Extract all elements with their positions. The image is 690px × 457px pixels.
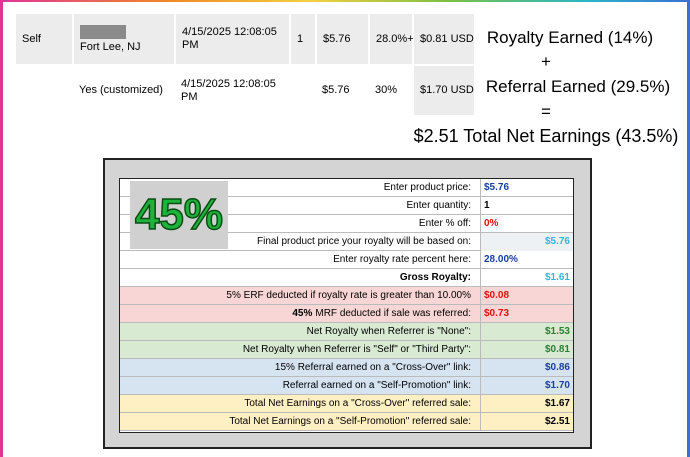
row-value: $5.76 [480, 233, 573, 251]
row-label-text: Net Royalty when Referrer is "None": [306, 326, 471, 337]
table-cell: $0.81 USD [413, 13, 475, 65]
row-label-text: Enter quantity: [406, 200, 471, 211]
row-label-text: Final product price your royalty will be… [257, 236, 471, 247]
cell-text: $0.81 USD [420, 32, 474, 45]
row-value: $0.86 [480, 359, 573, 377]
cell-text: $5.76 [323, 32, 351, 45]
summary-total: $2.51 Total Net Earnings (43.5%) [413, 126, 679, 146]
calculator: 45% Enter product price: $5.76 Enter quant… [119, 178, 574, 433]
row-value: $0.08 [480, 287, 573, 305]
cell-text: 1 [297, 32, 304, 45]
calc-row: Net Royalty when Referrer is "Self" or "… [120, 341, 573, 359]
calc-row: Total Net Earnings on a "Cross-Over" ref… [120, 395, 573, 413]
row-label-text: Referral earned on a "Self-Promotion" li… [282, 380, 471, 391]
table-cell: 1 [290, 13, 316, 65]
table-cell: 30% [369, 65, 413, 116]
table-cell: 4/15/2025 12:08:05 PM [175, 65, 290, 116]
calculator-frame: 45% Enter product price: $5.76 Enter quant… [103, 158, 592, 449]
row-label: 45% MRF deducted if sale was referred: [292, 305, 471, 323]
row-value: 0% [480, 215, 573, 233]
row-label-text: Net Royalty when Referrer is "Self" or "… [242, 344, 471, 355]
calc-row: Gross Royalty: $1.61 [120, 269, 573, 287]
cell-text: $1.70 USD [420, 84, 474, 96]
row-value: $2.51 [480, 413, 573, 431]
calc-row: Net Royalty when Referrer is "None": $1.5… [120, 323, 573, 341]
calc-row: Referral earned on a "Self-Promotion" li… [120, 377, 573, 395]
row-label-text: Gross Royalty: [399, 272, 471, 283]
row-label-text: MRF deducted if sale was referred: [315, 308, 471, 319]
row-label: Net Royalty when Referrer is "None": [307, 323, 471, 341]
table-cell: 4/15/2025 12:08:05 PM [175, 13, 290, 65]
row-label: Enter % off: [419, 215, 471, 233]
row-label: 15% Referral earned on a "Cross-Over" li… [275, 359, 471, 377]
cell-text: $5.76 [322, 84, 350, 96]
cell-text: 4/15/2025 12:08:05 PM [182, 26, 277, 51]
row-value: $0.73 [480, 305, 573, 323]
cell-text: 28.0%+ [376, 32, 414, 45]
cell-text: Self [22, 32, 41, 45]
badge: 45% [130, 181, 228, 249]
row-label: Total Net Earnings on a "Self-Promotion"… [229, 413, 471, 431]
row-label: Enter royalty rate percent here: [333, 251, 471, 269]
calc-row: Total Net Earnings on a "Self-Promotion"… [120, 413, 573, 431]
row-label: 5% ERF deducted if royalty rate is great… [226, 287, 471, 305]
row-label-text: Enter product price: [383, 182, 471, 193]
calc-row: Enter royalty rate percent here: 28.00% [120, 251, 573, 269]
table-cell: $1.70 USD [413, 65, 475, 116]
cell-text: Yes (customized) [79, 84, 163, 96]
row-value: $1.61 [480, 269, 573, 287]
calc-row: Enter quantity: 1 [120, 197, 573, 215]
canvas: Self Fort Lee, NJ 4/15/2025 12:08:05 PM 1 $5… [3, 2, 687, 457]
calc-row: 45% MRF deducted if sale was referred: $0.… [120, 305, 573, 323]
row-value: $5.76 [480, 179, 573, 197]
redacted-block [80, 24, 126, 39]
row-label-text: 5% ERF deducted if royalty rate is great… [226, 290, 471, 301]
summary-line: Referral Earned (29.5%) [485, 77, 671, 96]
row-label: Enter quantity: [407, 197, 471, 215]
row-value: 1 [480, 197, 573, 215]
table-cell [15, 65, 73, 116]
row-label-text: Enter royalty rate percent here: [333, 254, 471, 265]
row-label: Total Net Earnings on a "Cross-Over" ref… [244, 395, 471, 413]
calc-row: 5% ERF deducted if royalty rate is great… [120, 287, 573, 305]
row-label: Final product price your royalty will be… [257, 233, 471, 251]
summary-operator: = [541, 102, 551, 121]
table-cell: Yes (customized) [73, 65, 175, 116]
row-label: Gross Royalty: [400, 269, 471, 287]
row-value: $1.70 [480, 377, 573, 395]
row-label: Enter product price: [384, 179, 471, 197]
calc-row: Enter product price: $5.76 [120, 179, 573, 197]
table-cell [290, 65, 316, 116]
cell-text: 30% [375, 84, 398, 96]
summary-operator: + [541, 52, 551, 71]
table-cell: Self [15, 13, 73, 65]
cell-text: 4/15/2025 12:08:05 PM [181, 77, 276, 103]
calc-row: 15% Referral earned on a "Cross-Over" li… [120, 359, 573, 377]
calc-row: Enter % off: 0% [120, 215, 573, 233]
row-label: Net Royalty when Referrer is "Self" or "… [243, 341, 471, 359]
row-label-bold: 45% [292, 308, 313, 319]
table-cell: Fort Lee, NJ [73, 13, 175, 65]
row-label-text: Total Net Earnings on a "Cross-Over" ref… [244, 398, 471, 409]
table-cell: $5.76 [316, 65, 369, 116]
row-value: $1.67 [480, 395, 573, 413]
row-value: $1.53 [480, 323, 573, 341]
row-label-text: 15% Referral earned on a "Cross-Over" li… [274, 362, 471, 373]
row-value: 28.00% [480, 251, 573, 269]
calc-row: Final product price your royalty will be… [120, 233, 573, 251]
summary-line: Royalty Earned (14%) [486, 28, 654, 47]
table-cell: 28.0%+ [369, 13, 414, 65]
row-label-text: Total Net Earnings on a "Self-Promotion"… [229, 416, 471, 427]
row-value: $0.81 [480, 341, 573, 359]
row-label-text: Enter % off: [418, 218, 471, 229]
cell-text: Fort Lee, NJ [80, 40, 141, 53]
table-cell: $5.76 [316, 13, 369, 65]
row-label: Referral earned on a "Self-Promotion" li… [283, 377, 471, 395]
